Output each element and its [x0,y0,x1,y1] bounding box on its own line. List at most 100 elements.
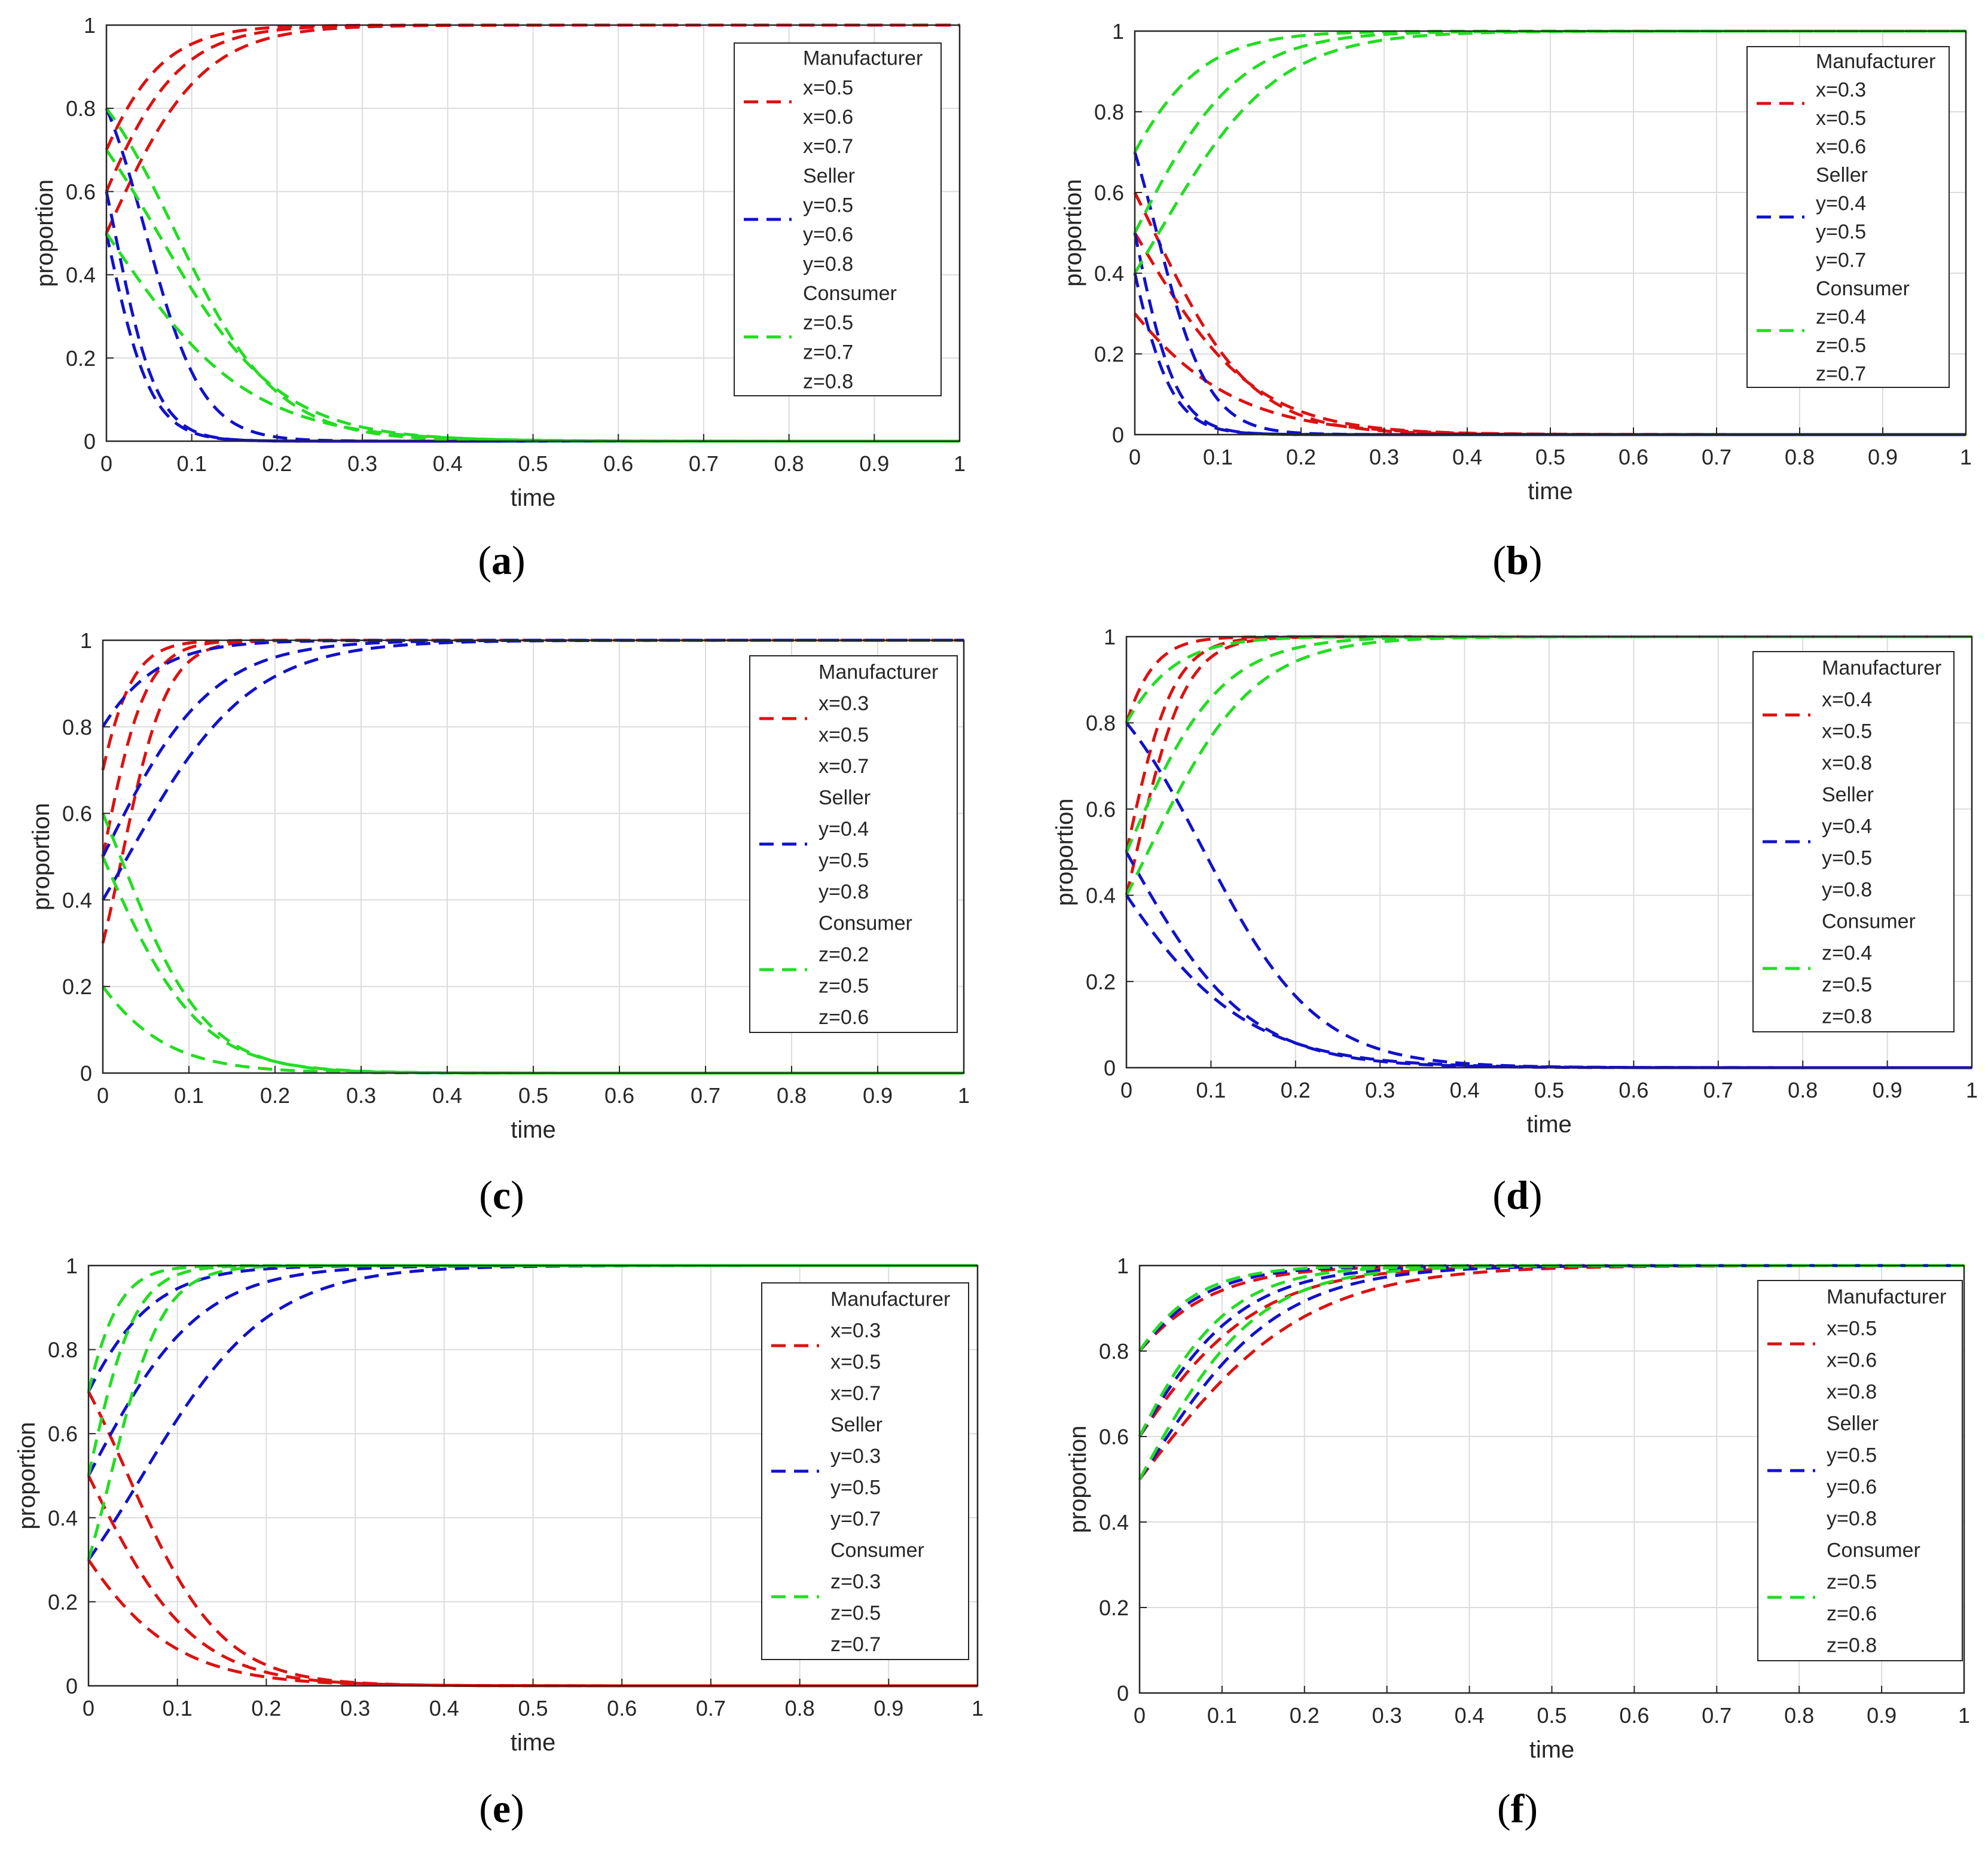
legend-entry-label: x=0.7 [830,1382,881,1405]
legend-entry-label: x=0.8 [1827,1381,1877,1404]
y-tick-label: 1 [80,628,92,653]
x-tick-label: 0.8 [785,1696,815,1720]
legend-entry-label: y=0.4 [819,818,869,841]
legend-group-name: Seller [1822,784,1874,806]
legend: Manufacturer x=0.5 x=0.6 x=0.7 Seller y=0.5 y=… [734,42,942,396]
series-line-manufacturer-2 [1138,1264,1964,1438]
x-tick-label: 0.2 [262,451,292,476]
y-axis-label: proportion [1052,798,1078,906]
legend-entry-label: z=0.6 [1827,1603,1877,1625]
y-tick-label: 0.8 [66,96,96,121]
y-tick-label: 0.4 [1086,884,1116,908]
legend-group-name: Manufacturer [819,661,938,683]
legend-group-name: Seller [1816,164,1868,187]
caption-letter: e [493,1786,511,1831]
x-tick-label: 1 [1958,1703,1970,1728]
y-axis-label: proportion [28,803,54,910]
legend-group-name: Seller [830,1413,882,1436]
legend-entry-label: x=0.6 [803,106,853,129]
x-tick-label: 0 [97,1083,109,1108]
legend: Manufacturer x=0.3 x=0.5 x=0.7 Seller y=0.4 y=… [749,655,958,1033]
tick-labels: 0 0.1 0.2 0.3 0.4 0.5 0.6 0.7 0.8 0.9 1 0 0.2 0.4 0.6 0… [48,1254,984,1720]
x-tick-label: 0.5 [1535,445,1565,469]
legend: Manufacturer x=0.3 x=0.5 x=0.6 Seller y=0.4 y=… [1746,46,1950,388]
x-tick-label: 0.8 [774,451,804,476]
legend-group-name: Manufacturer [1822,657,1941,680]
x-tick-label: 1 [972,1696,984,1720]
x-tick-label: 0.3 [1372,1703,1402,1728]
y-tick-label: 0.4 [48,1506,78,1530]
legend-entry-label: y=0.5 [1827,1444,1877,1467]
legend-entry-label: z=0.5 [819,974,869,997]
y-tick-label: 0.8 [48,1338,78,1362]
legend-entry-label: z=0.3 [830,1570,881,1593]
legend-group-name: Consumer [1827,1539,1920,1562]
y-tick-label: 1 [1112,19,1124,44]
x-axis-label: time [511,485,556,511]
legend-entry-label: z=0.8 [1827,1634,1877,1657]
legend-group-name: Manufacturer [1816,50,1935,73]
x-tick-label: 1 [1960,445,1972,469]
legend-entry-label: y=0.3 [830,1445,881,1468]
legend-group-name: Manufacturer [830,1288,950,1310]
x-tick-label: 0.6 [603,451,633,476]
y-axis-label: proportion [1060,179,1086,286]
legend-entry-label: y=0.5 [1822,847,1872,870]
x-tick-label: 0.7 [1703,1078,1733,1102]
legend-entry-label: y=0.5 [819,849,869,872]
x-tick-label: 0 [1129,445,1141,469]
x-tick-label: 0.4 [1452,445,1482,469]
tick-labels: 0 0.1 0.2 0.3 0.4 0.5 0.6 0.7 0.8 0.9 1 0 0.2 0.4 0.6 0… [1094,19,1972,469]
chart-panel-a: 0 0.1 0.2 0.3 0.4 0.5 0.6 0.7 0.8 0.9 1 0 0.2 0.4 0.6 0… [32,13,966,583]
x-tick-label: 0.6 [1619,445,1648,469]
x-tick-label: 0.9 [874,1696,903,1720]
legend-entry-label: z=0.5 [1816,334,1866,357]
legend-group-name: Consumer [819,912,912,934]
y-tick-label: 0.4 [1094,261,1124,286]
caption-letter: d [1506,1172,1529,1218]
legend-entry-label: x=0.5 [819,723,869,746]
x-tick-label: 0.9 [1868,445,1898,469]
y-tick-label: 1 [1117,1254,1129,1278]
x-tick-label: 0.5 [518,1083,548,1108]
y-tick-label: 0.2 [1099,1596,1129,1620]
legend-group-name: Seller [1827,1413,1879,1435]
y-tick-label: 1 [84,13,96,38]
tick-labels: 0 0.1 0.2 0.3 0.4 0.5 0.6 0.7 0.8 0.9 1 0 0.2 0.4 0.6 0… [1099,1254,1970,1728]
x-tick-label: 0.5 [518,451,548,476]
legend-group-name: Manufacturer [803,47,923,70]
legend-entry-label: z=0.7 [803,341,853,363]
legend-entry-label: z=0.5 [830,1602,881,1624]
y-tick-label: 0.6 [48,1422,78,1446]
panel-caption: (f) [1497,1786,1538,1831]
y-tick-label: 0 [1117,1681,1129,1706]
legend-group-name: Consumer [803,282,897,305]
legend-entry-label: y=0.6 [803,224,853,246]
x-tick-label: 0.6 [1619,1703,1649,1728]
x-tick-label: 0.2 [1286,445,1316,469]
y-tick-label: 0.2 [66,346,96,371]
x-tick-label: 0.1 [1196,1078,1226,1102]
legend-entry-label: x=0.5 [830,1350,881,1373]
x-tick-label: 0.2 [251,1696,281,1720]
legend-entry-label: z=0.8 [803,370,853,393]
legend-entry-label: z=0.5 [803,311,853,334]
x-tick-label: 0.3 [1365,1078,1395,1102]
x-tick-label: 0.3 [347,451,377,476]
y-tick-label: 0 [80,1061,92,1086]
x-tick-label: 0.1 [1203,445,1233,469]
y-tick-label: 0 [84,429,96,454]
legend-entry-label: x=0.5 [803,77,853,99]
x-tick-label: 0.1 [177,451,207,476]
legend-entry-label: z=0.2 [819,943,869,966]
legend-entry-label: y=0.8 [819,881,869,903]
x-axis-label: time [1529,1737,1575,1763]
legend-entry-label: x=0.8 [1822,752,1872,775]
caption-letter: f [1511,1786,1525,1831]
panel-caption: (d) [1492,1172,1542,1218]
legend-entry-label: y=0.8 [803,253,853,276]
caption-letter: b [1506,537,1529,583]
y-tick-label: 0.6 [1099,1425,1129,1449]
x-tick-label: 0.5 [518,1696,548,1720]
legend-entry-label: x=0.3 [830,1319,881,1342]
